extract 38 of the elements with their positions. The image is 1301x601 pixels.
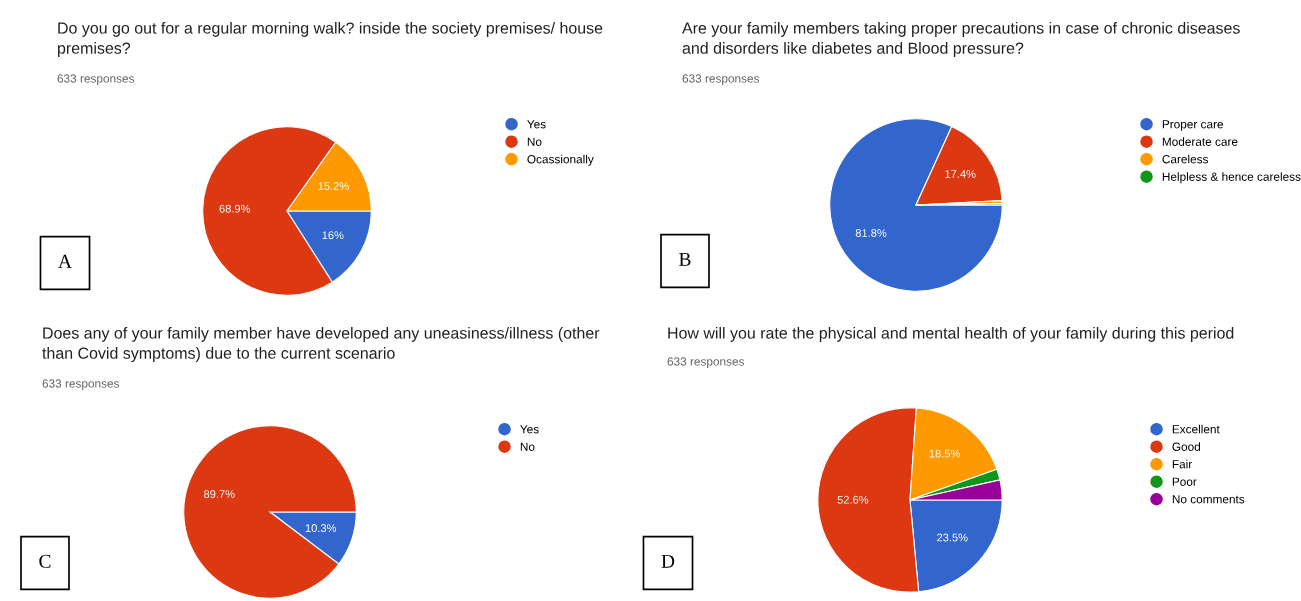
legend-label: Poor [1172,477,1197,486]
data-label: 23.5% [937,533,968,542]
legend-label: No [520,442,535,451]
data-label: 10.3% [305,524,337,532]
data-label: 15.2% [318,182,349,190]
chart-title: Do you go out for a regular morning walk? inside the society premises/ house premises? [58,22,603,57]
data-label: 81.8% [855,229,887,237]
legend-label: Yes [527,120,546,129]
legend-label: Proper care [1162,120,1224,131]
data-label: 16% [322,231,344,240]
legend-label: Ocassionally [527,154,594,166]
legend-label: Yes [520,425,539,434]
legend-label: No [527,137,542,146]
legend-label: No comments [1172,495,1245,504]
legend-label: Good [1172,442,1200,451]
text: 633 responses [667,357,745,368]
legend-label: Excellent [1172,424,1220,434]
text: 633 responses [57,74,135,85]
text: 633 responses [682,74,760,85]
data-label: 89.7% [204,490,235,498]
pie-slice [829,118,1003,292]
text: A [58,254,72,268]
text: D [661,554,675,568]
legend-label: Careless [1162,154,1209,164]
text: 633 responses [42,379,120,391]
chart-title: Are your family members taking proper precautions in case of chronic diseases and disorders like diabetes and Blood pressure? [682,22,1240,57]
legend-label: Fair [1172,459,1193,469]
data-label: 52.6% [837,495,869,504]
data-label: 17.4% [945,170,976,178]
legend-label: Moderate care [1162,137,1238,146]
data-label: 18.5% [929,449,960,458]
text: C [39,554,51,568]
chart-title: How will you rate the physical and mental health of your family during this period [668,327,1234,342]
pie-slice [183,425,357,599]
data-label: 68.9% [219,204,251,213]
text: B [679,252,691,266]
legend-label: Helpless & hence careless [1162,172,1301,184]
chart-title: Does any of your family member have developed any uneasiness/illness (other than Covid symptoms) due to the current scenario [42,327,600,362]
